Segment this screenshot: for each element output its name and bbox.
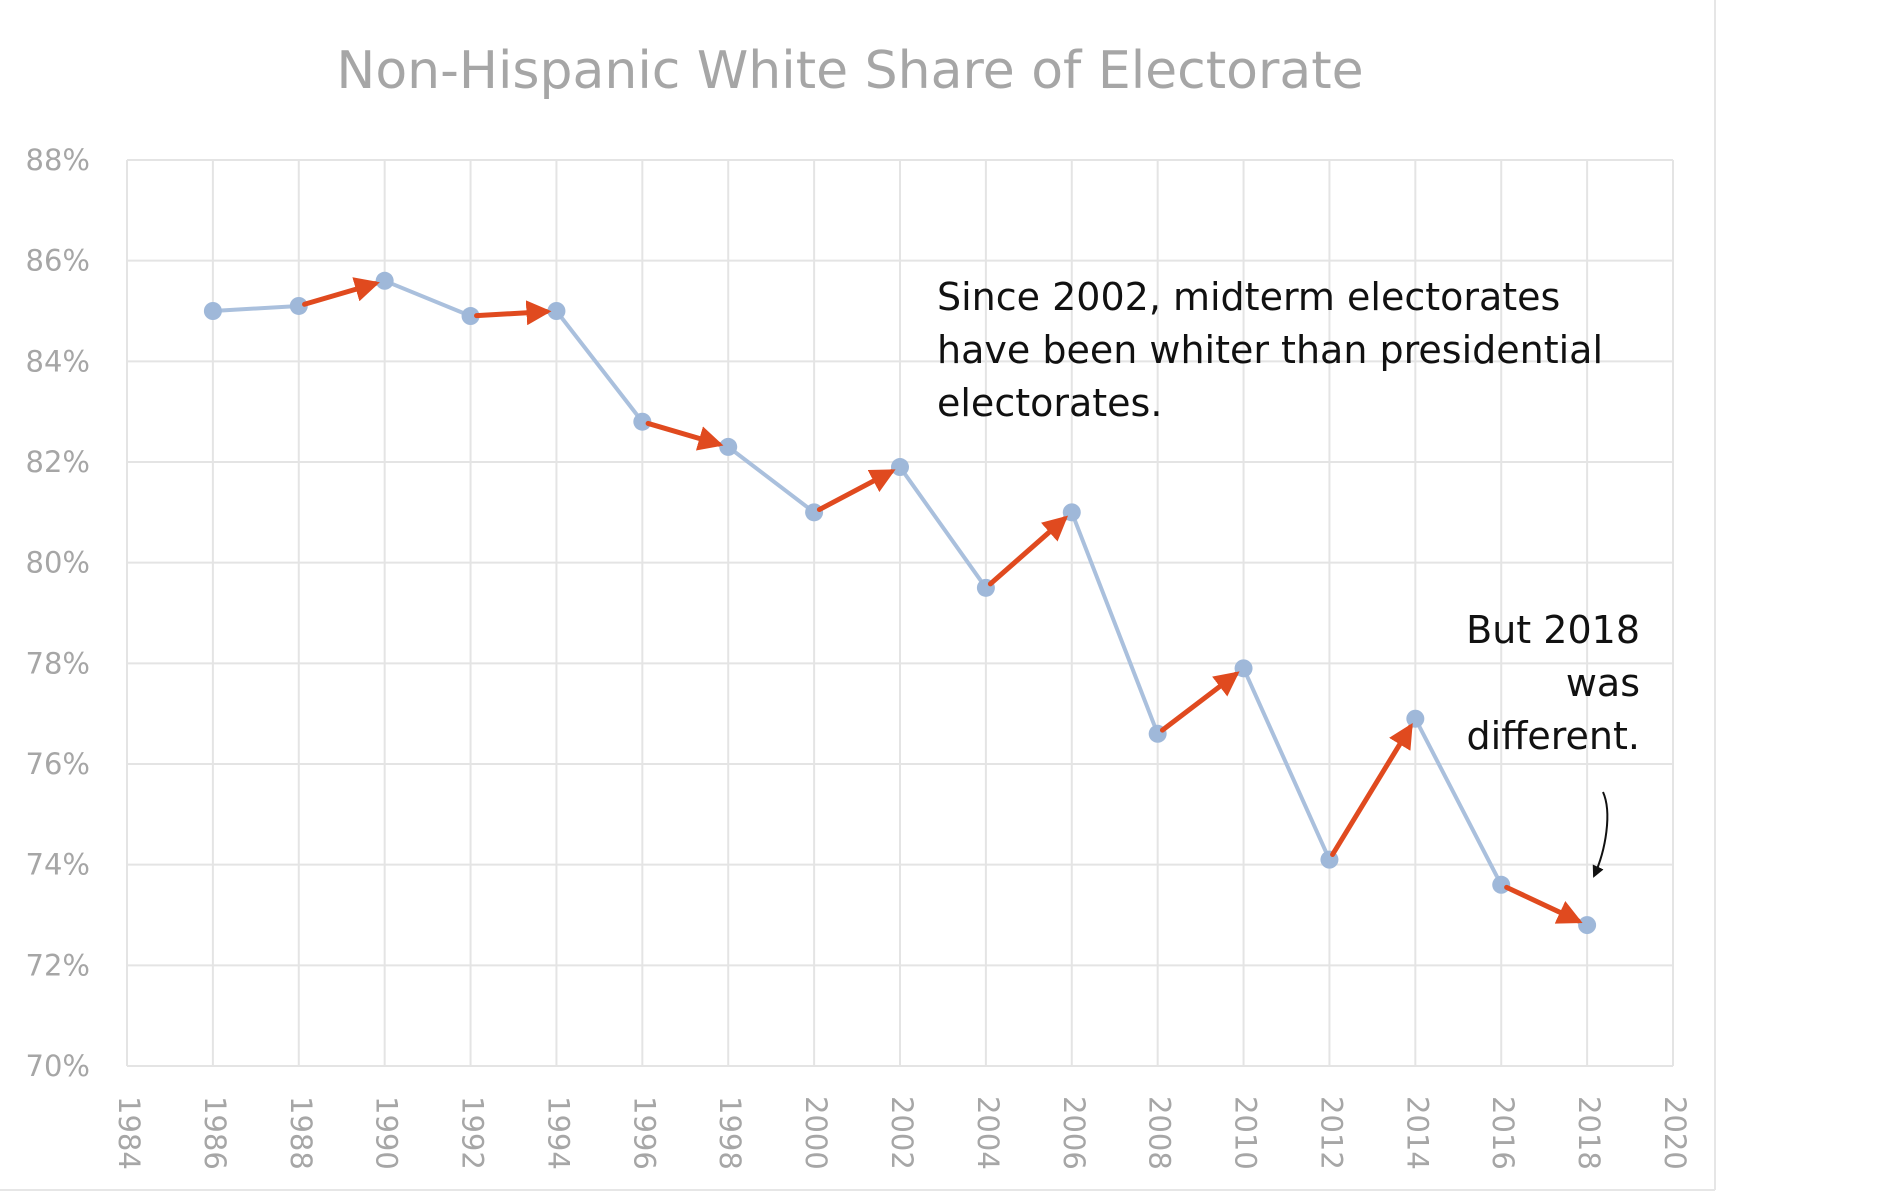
x-tick-label: 1990 [370, 1096, 404, 1170]
x-tick-label: 2020 [1658, 1096, 1692, 1170]
exception-annotation: But 2018 was different. [1466, 608, 1640, 878]
trend-arrow [474, 300, 552, 326]
trend-arrow [1504, 884, 1583, 924]
x-tick-label: 2000 [799, 1096, 833, 1170]
y-tick-label: 72% [26, 948, 90, 982]
series-points [203, 271, 1597, 935]
trend-arrows [302, 277, 1583, 924]
x-tick-label: 2016 [1486, 1096, 1520, 1170]
x-tick-label: 2010 [1229, 1096, 1263, 1170]
data-point [461, 307, 480, 326]
y-tick-label: 70% [26, 1049, 90, 1083]
data-point [633, 412, 652, 431]
data-point [1578, 916, 1597, 935]
data-point [805, 503, 824, 522]
x-tick-label: 2008 [1143, 1096, 1177, 1170]
y-tick-label: 82% [26, 445, 90, 479]
exception-pointer-arrow [1592, 791, 1609, 878]
x-tick-label: 2018 [1572, 1096, 1606, 1170]
x-tick-label: 1984 [112, 1096, 146, 1170]
midterm-note-line-1: Since 2002, midterm electorates [937, 275, 1560, 319]
midterm-note-line-3: electorates. [937, 381, 1162, 425]
x-tick-label: 1994 [541, 1096, 575, 1170]
trend-arrow [987, 515, 1069, 587]
y-tick-label: 76% [26, 747, 90, 781]
data-point [1492, 875, 1511, 894]
exception-note-line-3: different. [1467, 714, 1640, 758]
y-axis-tick-labels: 70% 72% 74% 76% 78% 80% 82% 84% 86% 88% [26, 143, 90, 1083]
trend-arrow [816, 469, 896, 513]
x-tick-label: 2014 [1400, 1096, 1434, 1170]
x-tick-label: 1992 [456, 1096, 490, 1170]
exception-note-line-1: But 2018 [1466, 608, 1640, 652]
y-tick-label: 74% [26, 848, 90, 882]
midterm-annotation: Since 2002, midterm electorates have bee… [937, 275, 1603, 425]
grid [126, 159, 1674, 1067]
trend-arrow [645, 420, 724, 451]
y-tick-label: 88% [26, 143, 90, 177]
x-tick-label: 2002 [885, 1096, 919, 1170]
data-point [719, 437, 738, 456]
x-tick-label: 1998 [713, 1096, 747, 1170]
x-tick-label: 2006 [1057, 1096, 1091, 1170]
chart-title: Non-Hispanic White Share of Electorate [336, 41, 1363, 101]
midterm-note-line-2: have been whiter than presidential [937, 328, 1603, 372]
x-tick-label: 1986 [198, 1096, 232, 1170]
data-point [375, 271, 394, 290]
y-tick-label: 84% [26, 344, 90, 378]
trend-arrow [1159, 671, 1240, 733]
x-tick-label: 1988 [284, 1096, 318, 1170]
data-point [289, 296, 308, 315]
trend-arrow [302, 277, 380, 307]
x-tick-label: 2012 [1314, 1096, 1348, 1170]
data-point [203, 302, 222, 320]
trend-arrow [1330, 722, 1413, 858]
data-point [891, 458, 909, 477]
exception-note-line-2: was [1566, 661, 1640, 705]
x-axis-tick-labels: 1984 1986 1988 1990 1992 1994 1996 1998 2000 2002… [112, 1096, 1692, 1170]
x-tick-label: 2004 [971, 1096, 1005, 1170]
x-tick-label: 1996 [627, 1096, 661, 1170]
y-tick-label: 86% [26, 244, 90, 278]
data-point [547, 302, 566, 320]
y-tick-label: 78% [26, 646, 90, 680]
y-tick-label: 80% [26, 546, 90, 580]
